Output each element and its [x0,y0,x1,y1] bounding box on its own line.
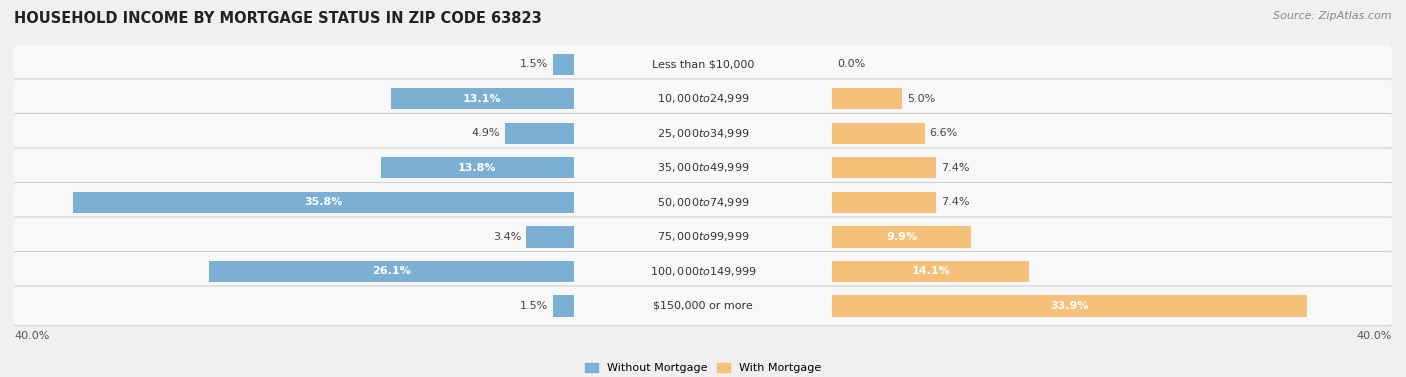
Bar [832,226,970,248]
FancyBboxPatch shape [13,286,1393,326]
Text: $75,000 to $99,999: $75,000 to $99,999 [657,230,749,243]
FancyBboxPatch shape [13,44,1393,84]
Bar [73,192,574,213]
Bar [391,88,574,109]
Text: 0.0%: 0.0% [838,59,866,69]
Text: 35.8%: 35.8% [304,197,343,207]
Bar [832,157,936,178]
FancyBboxPatch shape [13,182,1393,222]
Bar [553,295,574,317]
Text: 13.8%: 13.8% [458,163,496,173]
Text: 33.9%: 33.9% [1050,301,1088,311]
Text: 13.1%: 13.1% [463,94,502,104]
Bar [381,157,574,178]
Text: Source: ZipAtlas.com: Source: ZipAtlas.com [1274,11,1392,21]
Legend: Without Mortgage, With Mortgage: Without Mortgage, With Mortgage [581,359,825,377]
Text: $10,000 to $24,999: $10,000 to $24,999 [657,92,749,105]
FancyBboxPatch shape [13,79,1393,119]
Bar [832,261,1029,282]
FancyBboxPatch shape [13,113,1393,153]
Text: $35,000 to $49,999: $35,000 to $49,999 [657,161,749,174]
Text: 9.9%: 9.9% [886,232,917,242]
Bar [832,192,936,213]
Text: Less than $10,000: Less than $10,000 [652,59,754,69]
Bar [526,226,574,248]
Bar [553,54,574,75]
Text: 4.9%: 4.9% [471,128,501,138]
FancyBboxPatch shape [13,148,1393,188]
Bar [208,261,574,282]
Bar [832,123,925,144]
Text: 6.6%: 6.6% [929,128,957,138]
Text: 3.4%: 3.4% [492,232,522,242]
Text: $150,000 or more: $150,000 or more [654,301,752,311]
FancyBboxPatch shape [13,251,1393,291]
Text: 40.0%: 40.0% [1357,331,1392,341]
Text: 7.4%: 7.4% [941,163,969,173]
Text: 1.5%: 1.5% [519,301,548,311]
Bar [505,123,574,144]
FancyBboxPatch shape [13,217,1393,257]
Text: 14.1%: 14.1% [911,266,950,276]
Text: $100,000 to $149,999: $100,000 to $149,999 [650,265,756,278]
Text: 1.5%: 1.5% [519,59,548,69]
Text: $25,000 to $34,999: $25,000 to $34,999 [657,127,749,140]
Text: 26.1%: 26.1% [371,266,411,276]
Bar [832,295,1306,317]
Text: 5.0%: 5.0% [907,94,935,104]
Text: HOUSEHOLD INCOME BY MORTGAGE STATUS IN ZIP CODE 63823: HOUSEHOLD INCOME BY MORTGAGE STATUS IN Z… [14,11,541,26]
Bar [832,88,903,109]
Text: 40.0%: 40.0% [14,331,49,341]
Text: $50,000 to $74,999: $50,000 to $74,999 [657,196,749,209]
Text: 7.4%: 7.4% [941,197,969,207]
